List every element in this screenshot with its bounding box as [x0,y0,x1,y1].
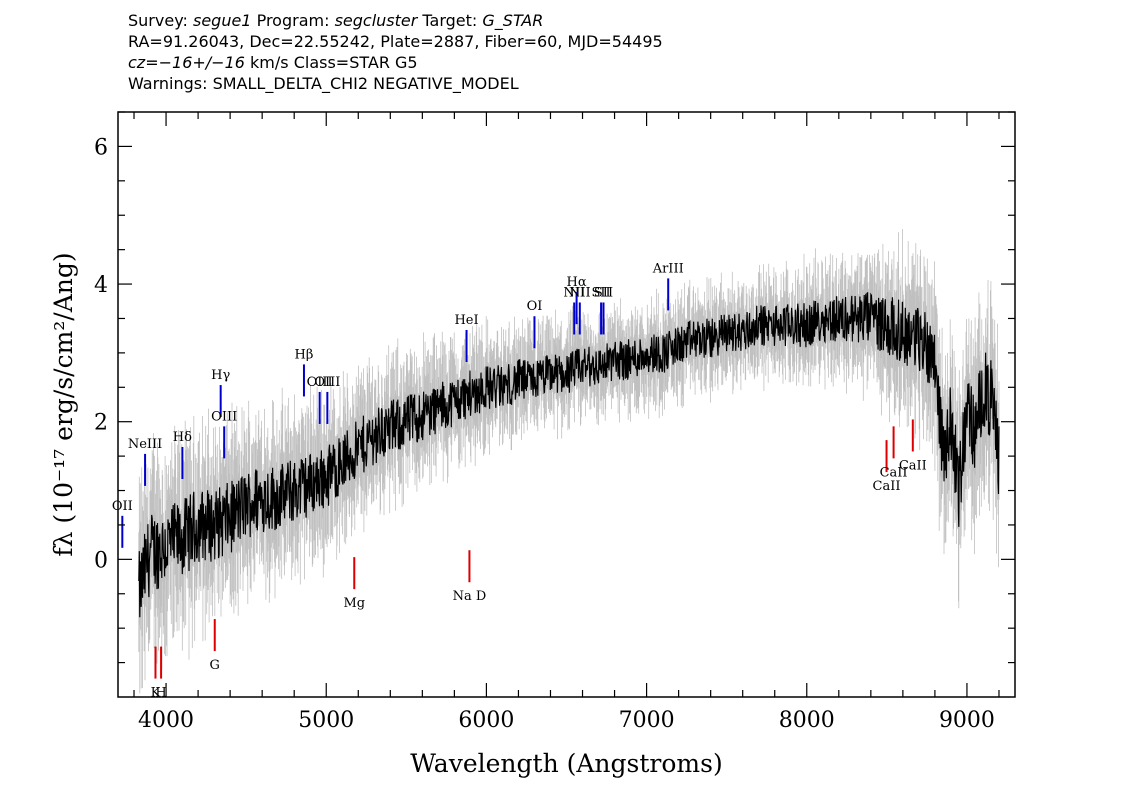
cz-value: cz=−16+/−16 [128,53,245,72]
header-line-coordinates: RA=91.26043, Dec=22.55242, Plate=2887, F… [128,32,663,51]
x-tick-label: 6000 [458,708,514,733]
axis-ticks: 4000 5000 6000 7000 8000 9000 0 2 4 6 [94,111,1015,733]
absorption-line-label: CaII [899,458,927,473]
absorption-line-label: H [155,686,166,701]
y-tick-label: 0 [94,548,108,573]
plot-frame [117,111,1016,698]
emission-line-label: OI [527,299,543,314]
y-tick-label: 2 [94,411,108,436]
x-tick-label: 9000 [939,708,995,733]
emission-line-label: OIII [314,375,340,390]
x-tick-label: 7000 [619,708,675,733]
emission-line-label: HeI [454,313,478,328]
y-axis-title: fλ (10⁻¹⁷ erg/s/cm²/Ang) [49,252,78,556]
x-axis-title: Wavelength (Angstroms) [410,749,722,778]
header-line-warnings: Warnings: SMALL_DELTA_CHI2 NEGATIVE_MODE… [128,74,519,93]
emission-line-label: Hγ [211,368,230,383]
emission-line-label: OIII [307,375,333,390]
program-value: segcluster [334,11,418,30]
flux-line [138,292,1000,618]
absorption-line-label: K [151,686,161,701]
absorption-line-label: CaII [873,479,901,494]
emission-line-label: Hα [567,275,587,290]
absorption-line-label: CaII [880,465,908,480]
emission-line-label: SII [592,285,611,300]
absorption-line-label: G [210,658,220,673]
emission-line-label: Hδ [173,430,192,445]
absorption-line-label: Mg [343,596,365,611]
emission-line-label: NeIII [128,437,162,452]
y-tick-label: 6 [94,135,108,160]
header-line-survey: Survey: segue1 Program: segcluster Targe… [128,11,544,30]
emission-line-label: OIII [211,409,237,424]
header-line-redshift: cz=−16+/−16 km/s Class=STAR G5 [128,53,418,72]
emission-line-label: ArIII [652,261,684,276]
spectrum-header: Survey: segue1 Program: segcluster Targe… [128,10,1028,94]
absorption-line-label: Na D [453,589,487,604]
emission-line-label: OII [112,499,133,514]
target-value: G_STAR [482,11,544,30]
emission-line-label: NII [563,285,585,300]
emission-line-label: SII [594,285,613,300]
y-tick-label: 4 [94,273,108,298]
emission-line-label: NII [569,285,591,300]
x-tick-label: 5000 [298,708,354,733]
flux-series [138,292,1000,618]
emission-line-label: Hβ [295,347,314,362]
x-tick-label: 4000 [138,708,194,733]
x-tick-label: 8000 [779,708,835,733]
survey-value: segue1 [192,11,252,30]
